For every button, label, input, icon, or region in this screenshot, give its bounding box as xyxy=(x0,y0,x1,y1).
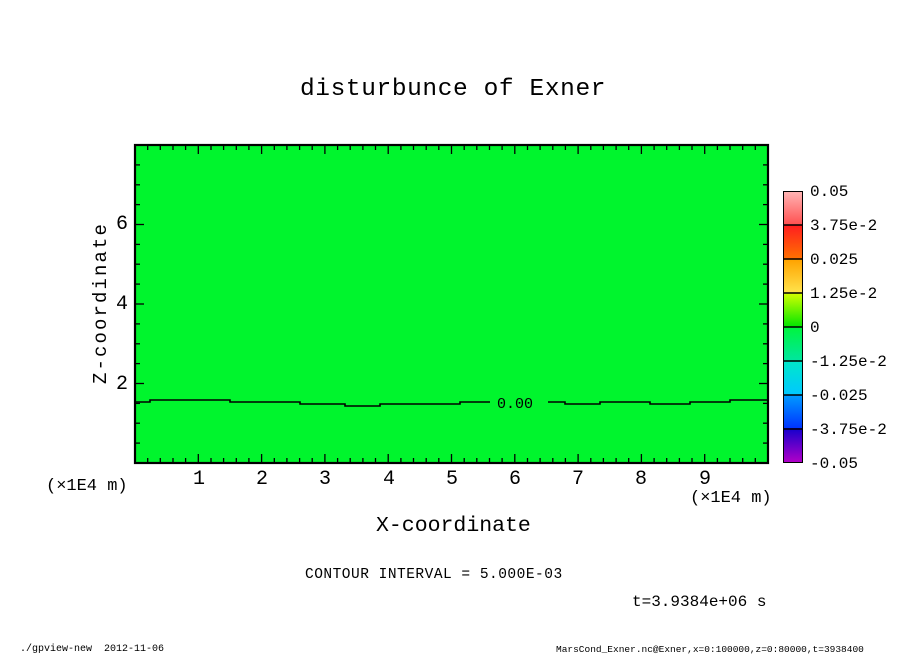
svg-text:0.00: 0.00 xyxy=(497,396,533,413)
